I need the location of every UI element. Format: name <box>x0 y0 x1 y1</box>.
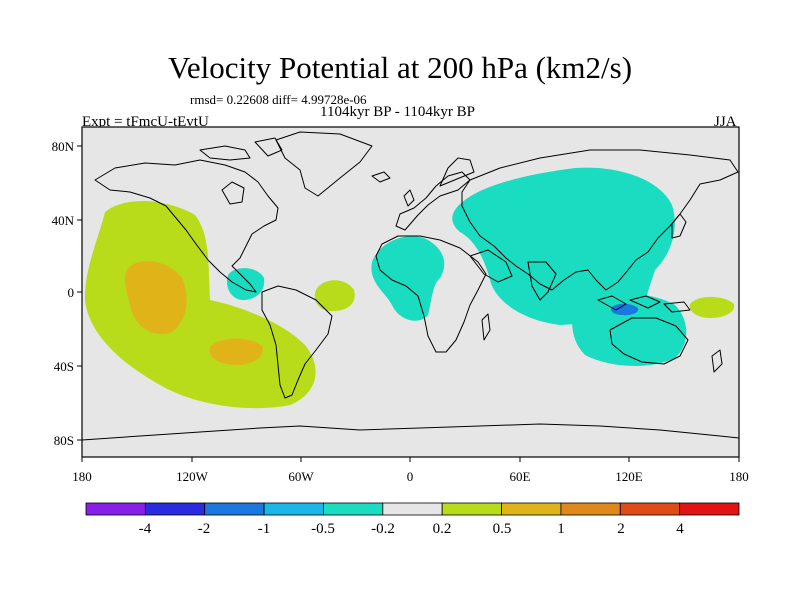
colorbar-swatch <box>263 502 324 516</box>
map-panel: 180 120W 60W 0 60E 120E 180 80N 40N 0 40… <box>52 126 749 484</box>
colorbar-swatch <box>441 502 502 516</box>
lat-tick-label: 0 <box>68 285 75 300</box>
map-title: Velocity Potential at 200 hPa (km2/s) <box>167 50 633 85</box>
lon-tick-label: 60W <box>288 469 314 484</box>
west-pacific-positive-spot <box>689 296 735 318</box>
colorbar-label: 1 <box>557 521 565 537</box>
colorbar-label: 0.2 <box>433 521 452 537</box>
asia-negative-lobe <box>452 167 675 325</box>
colorbar-swatch <box>501 502 562 516</box>
pacific-core-north <box>124 261 187 335</box>
lat-tick-label: 40N <box>52 213 75 228</box>
colorbar-swatch <box>560 502 621 516</box>
stats-label: rmsd= 0.22608 diff= 4.99728e-06 <box>190 92 367 107</box>
africa-negative-lobe <box>371 236 445 321</box>
colorbar-swatches <box>85 502 740 516</box>
colorbar-label: 2 <box>617 521 625 537</box>
colorbar-label: -0.2 <box>371 521 395 537</box>
colorbar-swatch <box>382 502 443 516</box>
coastlines <box>81 131 740 441</box>
indian-ocean-negative-lobe <box>572 293 687 366</box>
lon-tick-label: 180 <box>72 469 92 484</box>
lon-tick-label: 180 <box>729 469 749 484</box>
colorbar-label: -0.5 <box>311 521 335 537</box>
colorbar-label: -1 <box>258 521 271 537</box>
contour-fills <box>84 167 735 409</box>
colorbar-swatch <box>679 502 740 516</box>
lon-tick-label: 120E <box>615 469 643 484</box>
lon-tick-label: 120W <box>176 469 209 484</box>
axis-ticks <box>77 145 740 462</box>
colorbar-swatch <box>204 502 265 516</box>
colorbar-label: -4 <box>139 521 152 537</box>
experiment-label: Expt = tFmcU-tEvtU <box>82 114 209 130</box>
lon-tick-label: 60E <box>510 469 531 484</box>
colorbar-swatch <box>323 502 384 516</box>
colorbar-label: 0.5 <box>493 521 512 537</box>
period-label: 1104kyr BP - 1104kyr BP <box>320 104 476 120</box>
colorbar-swatch <box>144 502 206 516</box>
atlantic-positive-spot <box>314 280 355 312</box>
colorbar-label: 4 <box>676 521 684 537</box>
maritime-continent-core <box>611 303 639 316</box>
colorbar: -4 -2 -1 -0.5 -0.2 0.2 0.5 1 2 4 <box>85 502 740 537</box>
lon-tick-label: 0 <box>407 469 414 484</box>
lat-tick-label: 80S <box>54 433 74 448</box>
lat-tick-label: 80N <box>52 139 75 154</box>
pacific-core-south <box>209 338 263 365</box>
lat-tick-label: 40S <box>54 359 74 374</box>
colorbar-label: -2 <box>198 521 211 537</box>
colorbar-swatch <box>619 502 681 516</box>
colorbar-swatch <box>85 502 146 516</box>
season-label: JJA <box>714 114 737 130</box>
